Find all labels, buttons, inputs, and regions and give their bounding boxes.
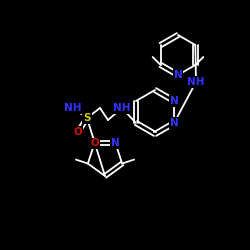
Text: N: N <box>170 118 178 128</box>
Text: N: N <box>174 70 182 80</box>
Text: O: O <box>90 138 99 148</box>
Text: NH: NH <box>64 103 82 113</box>
Text: N: N <box>111 138 120 148</box>
Text: S: S <box>83 113 91 123</box>
Text: O: O <box>74 127 82 137</box>
Text: NH: NH <box>113 103 131 113</box>
Text: NH: NH <box>187 77 205 87</box>
Text: N: N <box>170 96 178 106</box>
